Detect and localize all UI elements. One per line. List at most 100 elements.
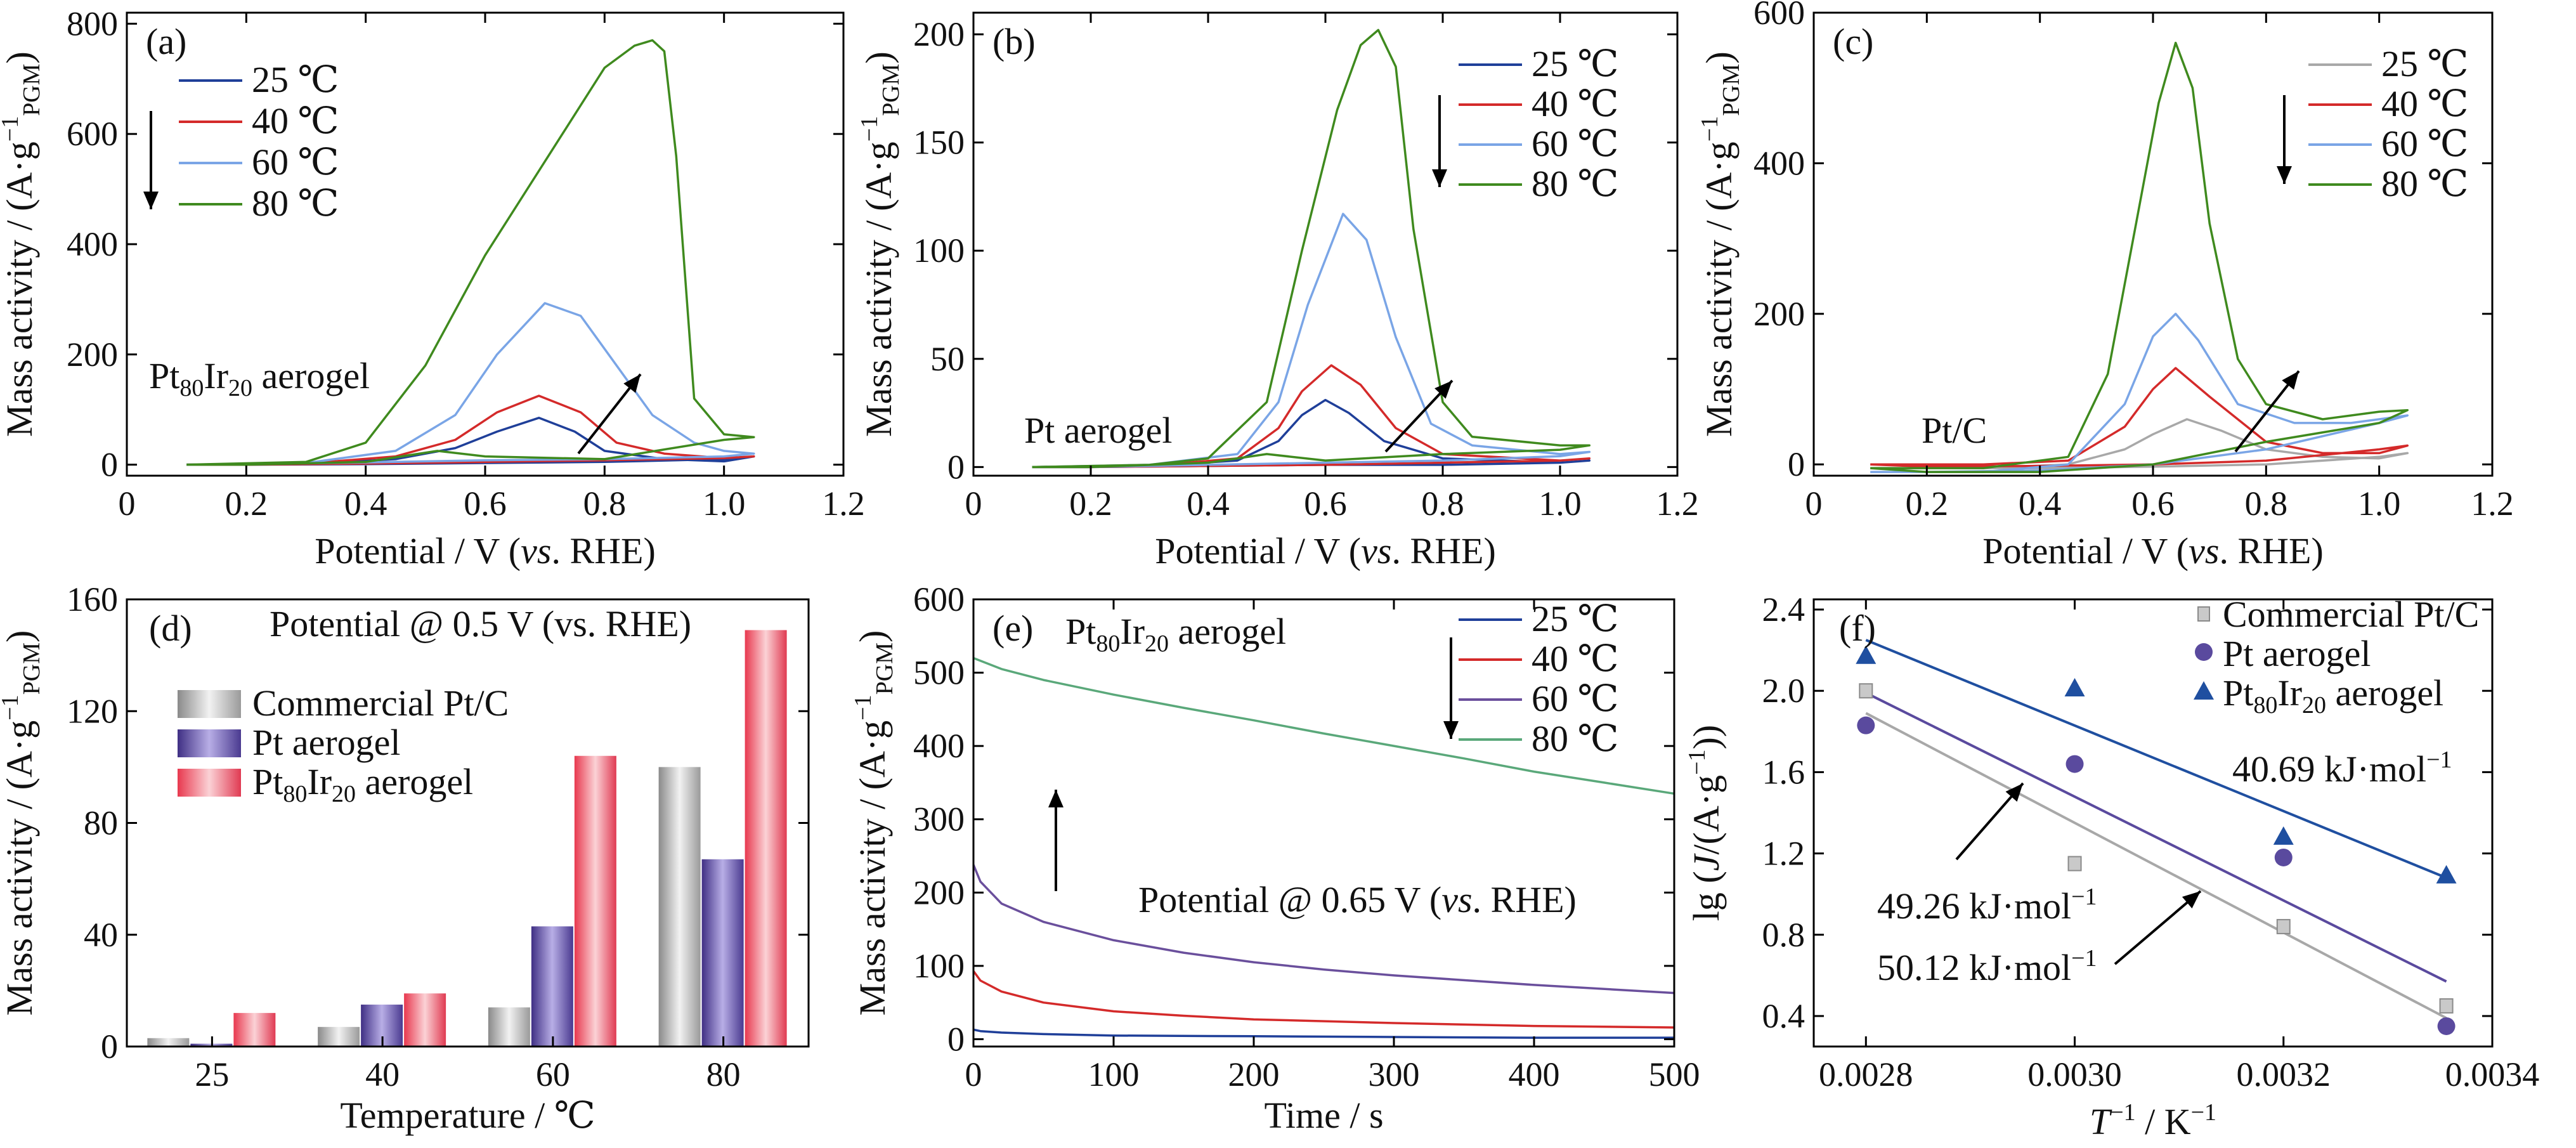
legend-label: Pt aerogel	[252, 722, 401, 763]
y-tick-label: 80	[84, 804, 118, 842]
bar-commercial-pt/c-60	[488, 1007, 530, 1047]
x-tick-label: 1.2	[1656, 485, 1699, 523]
y-axis-title: Mass activity / (A·g−1PGM)	[0, 51, 45, 437]
fit-line-1	[1865, 691, 2447, 983]
x-tick-label: 0.0030	[2027, 1055, 2122, 1093]
series-line-80	[1032, 29, 1591, 469]
series-line-80	[1870, 41, 2409, 473]
legend-swatch	[178, 729, 241, 757]
x-tick-label: 0.0032	[2237, 1055, 2331, 1093]
bar-commercial-pt/c-80	[658, 767, 701, 1047]
y-tick-label: 1.6	[1762, 753, 1805, 791]
marker-ptir-aerogel	[2273, 826, 2294, 845]
marker-pt-aerogel	[1857, 716, 1875, 734]
legend-label: 25 ℃	[1532, 43, 1618, 84]
arrow-annotation	[1432, 95, 1447, 187]
marker-pt-aerogel	[2274, 848, 2293, 866]
y-tick-label: 0	[1788, 445, 1805, 483]
legend-label: Pt80Ir20 aerogel	[252, 761, 473, 807]
legend-label: 40 ℃	[1532, 638, 1618, 679]
arrow-head	[2182, 891, 2201, 909]
legend-label: 80 ℃	[252, 183, 339, 224]
marker-commercial-ptc	[2276, 918, 2291, 934]
x-tick-label: 0	[1805, 485, 1823, 523]
marker-ptir-aerogel	[1856, 645, 1877, 664]
x-tick-label: 1.0	[703, 485, 746, 523]
arrow-head	[2277, 166, 2292, 184]
y-tick-label: 500	[913, 654, 965, 692]
legend-label: 25 ℃	[252, 59, 339, 100]
panel-label: (d)	[149, 608, 192, 649]
annotation-label: Pt/C	[1922, 410, 1987, 451]
arrow-annotation	[577, 373, 642, 455]
panel-e: 0 100 200 300 400 500 0 100 200 300 400 500 600 (e) Pt…	[850, 580, 1700, 1136]
x-tick-label: 0	[119, 485, 136, 523]
y-tick-label: 200	[1753, 295, 1805, 333]
x-tick-label: 0.4	[344, 485, 387, 523]
y-tick-label: 300	[913, 800, 965, 838]
series-line-40	[186, 395, 755, 466]
marker-ptir-aerogel	[2064, 678, 2085, 696]
legend-label: 40 ℃	[2381, 83, 2468, 124]
arrow-head	[1443, 721, 1459, 739]
y-tick-label: 40	[84, 916, 118, 954]
y-tick-label: 200	[67, 336, 118, 374]
x-axis-title: Potential / V (vs. RHE)	[1982, 530, 2324, 571]
bar-pt80ir20-aerogel-60	[574, 755, 616, 1047]
x-tick-label: 1.2	[2471, 485, 2514, 523]
y-tick-label: 2.4	[1762, 590, 1805, 629]
marker-commercial-ptc	[2067, 856, 2082, 871]
x-axis-title: Time / s	[1264, 1095, 1383, 1136]
bar-pt-aerogel-60	[531, 926, 573, 1047]
y-tick-label: 200	[913, 15, 965, 53]
x-tick-label: 400	[1509, 1055, 1560, 1093]
legend-swatch	[178, 769, 241, 797]
x-tick-label: 1.0	[1538, 485, 1582, 523]
arrow-head	[1432, 169, 1447, 187]
x-axis-title: T−1 / K−1	[2090, 1099, 2216, 1142]
x-tick-label: 60	[536, 1055, 570, 1093]
panel-d: 25 40 60 80 0 40 80 120 160 (d) Potential @ 0.5 V …	[0, 580, 810, 1136]
legend-label: 40 ℃	[1532, 83, 1618, 124]
x-tick-label: 0.8	[583, 485, 627, 523]
x-tick-label: 0.4	[2019, 485, 2062, 523]
y-tick-label: 800	[67, 4, 118, 42]
legend-label: 80 ℃	[2381, 163, 2468, 204]
annotation-label: Pt80Ir20 aerogel	[1065, 611, 1286, 657]
x-axis-title: Potential / V (vs. RHE)	[315, 530, 656, 571]
legend-label: Pt80Ir20 aerogel	[2223, 672, 2443, 719]
series-line-60	[186, 302, 755, 466]
legend-label: 25 ℃	[2381, 43, 2468, 84]
panel-label: (a)	[146, 21, 186, 62]
y-tick-label: 120	[67, 692, 118, 730]
y-tick-label: 400	[913, 727, 965, 765]
plot-frame	[126, 11, 845, 477]
arrow-shaft	[2114, 890, 2202, 965]
panel-b: 0 0.2 0.4 0.6 0.8 1.0 1.2 0 50 100 150 200 (b) Potent…	[856, 11, 1699, 571]
legend-label: 60 ℃	[1532, 678, 1618, 719]
x-tick-label: 300	[1369, 1055, 1420, 1093]
marker-ptir-aerogel	[2436, 864, 2457, 884]
marker-commercial-ptc	[1859, 683, 1873, 699]
y-tick-label: 400	[1753, 144, 1805, 182]
y-tick-label: 0.4	[1762, 997, 1805, 1035]
series-line-25	[973, 1028, 1674, 1039]
panel-label: (b)	[992, 21, 1036, 62]
legend-label: Commercial Pt/C	[252, 682, 509, 724]
y-tick-label: 0	[947, 448, 965, 486]
arrow-annotation	[143, 111, 159, 209]
x-tick-label: 25	[195, 1055, 229, 1093]
series-line-60	[972, 864, 1675, 995]
y-tick-label: 1.2	[1762, 835, 1805, 873]
series-line-40	[1870, 367, 2409, 468]
x-tick-label: 200	[1228, 1055, 1280, 1093]
panel-f: 0.0028 0.0030 0.0032 0.0034 0.4 0.8 1.2 1.6 2.0 2…	[1684, 590, 2539, 1142]
marker-pt-aerogel	[2065, 755, 2084, 773]
annotation-label: Potential @ 0.65 V (vs. RHE)	[1138, 879, 1577, 920]
y-axis-title: Mass activity / (A·g−1PGM)	[1696, 51, 1745, 437]
fit-line-2	[1865, 639, 2447, 879]
annotation-label: Pt aerogel	[1024, 410, 1173, 451]
legend-swatch	[178, 690, 241, 718]
panel-label: (e)	[992, 608, 1033, 649]
legend-label: 80 ℃	[1532, 718, 1618, 759]
